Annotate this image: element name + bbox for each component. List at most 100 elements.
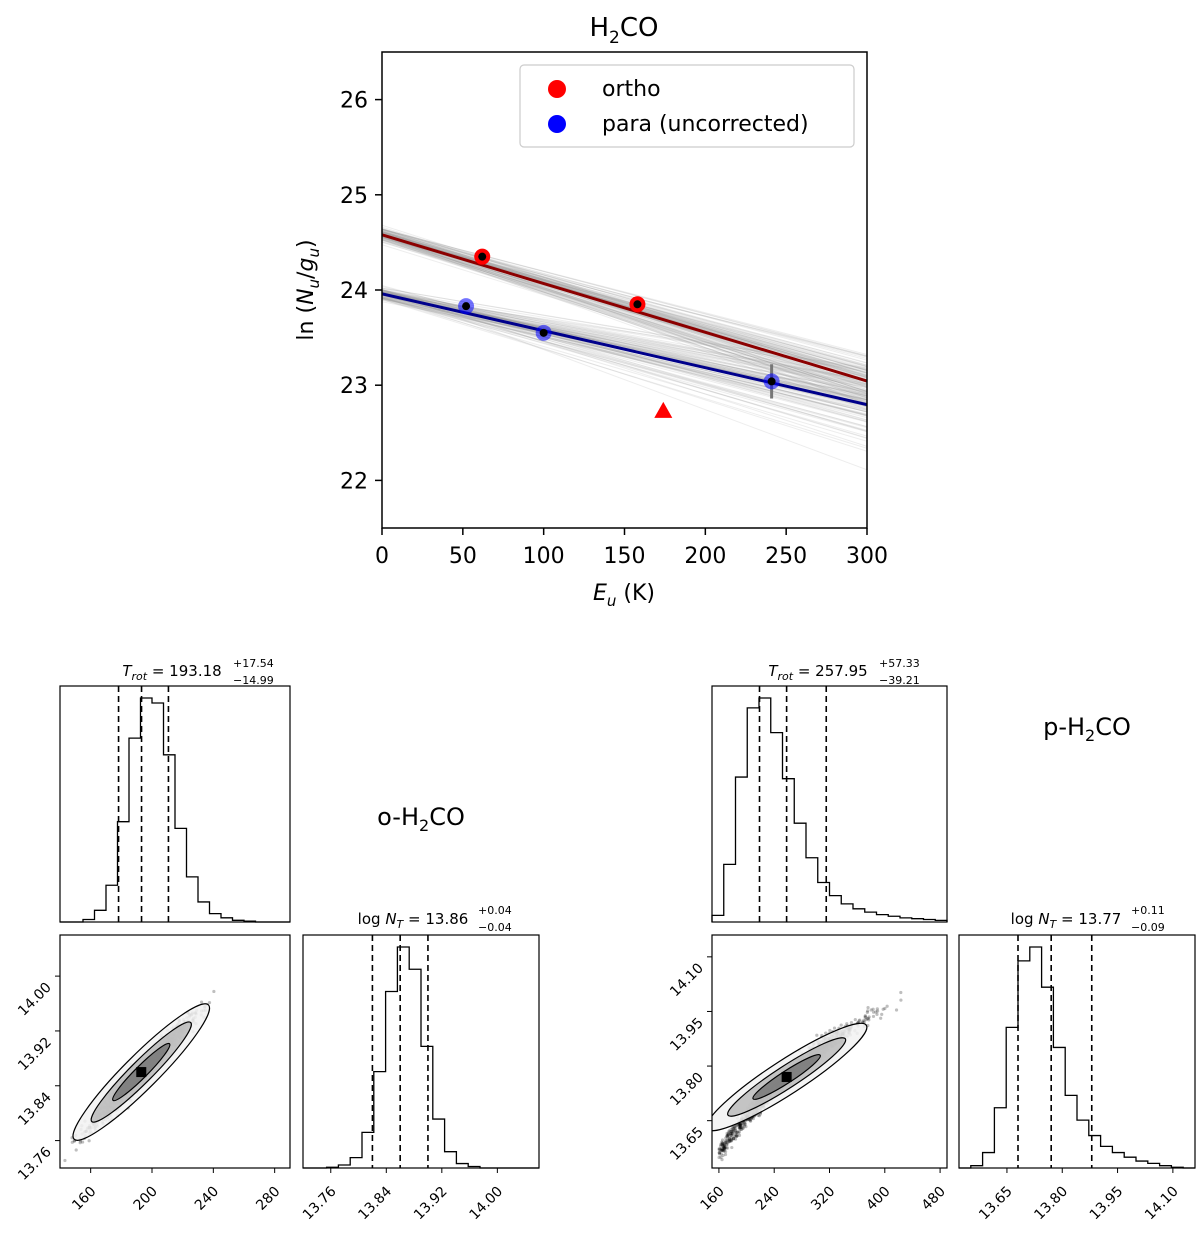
sample-point bbox=[199, 1000, 204, 1004]
sample-point bbox=[719, 1142, 723, 1146]
x-tick-label: 13.92 bbox=[411, 1184, 451, 1224]
mcmc-line bbox=[382, 238, 867, 394]
x-axis-label: Eu (K) bbox=[593, 581, 655, 610]
sample-point bbox=[722, 1149, 726, 1153]
sample-point bbox=[719, 1148, 724, 1152]
sample-point bbox=[727, 1136, 731, 1140]
para-nt-histogram bbox=[959, 935, 1195, 1169]
data-points bbox=[458, 248, 780, 418]
sample-point bbox=[724, 1136, 728, 1140]
sample-point bbox=[721, 1153, 725, 1158]
sample-point bbox=[729, 1139, 733, 1143]
sample-point bbox=[722, 1143, 726, 1148]
mcmc-line bbox=[382, 292, 867, 439]
sample-point bbox=[867, 1018, 871, 1022]
sample-point bbox=[740, 1125, 744, 1129]
sample-point bbox=[737, 1129, 741, 1134]
ortho-trot-title: Trot = 193.18 bbox=[122, 662, 221, 683]
sample-point bbox=[739, 1126, 743, 1130]
sample-point bbox=[738, 1125, 742, 1129]
mcmc-line bbox=[382, 228, 867, 358]
sample-point bbox=[738, 1123, 742, 1127]
sample-point bbox=[741, 1123, 745, 1127]
mcmc-line bbox=[382, 241, 867, 393]
sample-point bbox=[718, 1147, 722, 1151]
sample-point bbox=[722, 1147, 726, 1152]
sample-point bbox=[866, 1009, 870, 1013]
sample-point bbox=[845, 1022, 849, 1026]
mcmc-line bbox=[382, 234, 867, 367]
sample-point bbox=[721, 1145, 726, 1149]
sample-point bbox=[862, 1020, 866, 1024]
sample-point bbox=[743, 1122, 747, 1126]
mcmc-line bbox=[382, 294, 867, 413]
sample-point bbox=[722, 1141, 726, 1145]
mcmc-line bbox=[382, 295, 867, 412]
x-tick-label: 240 bbox=[753, 1184, 783, 1214]
x-tick-label: 13.80 bbox=[1031, 1184, 1071, 1224]
histogram-step bbox=[711, 697, 948, 922]
sample-point bbox=[731, 1136, 736, 1141]
sample-point bbox=[74, 1148, 78, 1152]
sample-point bbox=[729, 1136, 733, 1140]
sample-point bbox=[731, 1137, 736, 1141]
ortho-nt-lower: −0.04 bbox=[478, 921, 512, 934]
mcmc-line bbox=[382, 291, 867, 422]
sample-point bbox=[749, 1119, 753, 1123]
data-point-center bbox=[462, 302, 471, 311]
x-tick-label: 160 bbox=[69, 1184, 99, 1214]
sample-point bbox=[733, 1134, 737, 1138]
sample-point bbox=[815, 1033, 819, 1037]
sample-point bbox=[727, 1140, 731, 1144]
mcmc-line bbox=[382, 297, 867, 395]
legend-marker-ortho bbox=[548, 80, 566, 98]
sample-point bbox=[737, 1133, 742, 1137]
sample-point bbox=[743, 1121, 747, 1125]
sample-point bbox=[734, 1129, 738, 1133]
x-tick-label: 320 bbox=[808, 1184, 838, 1214]
mcmc-line bbox=[382, 298, 867, 433]
fit-line bbox=[382, 233, 867, 383]
mcmc-line bbox=[382, 237, 867, 391]
histogram-step bbox=[303, 946, 539, 1169]
para-trot-histogram bbox=[711, 686, 948, 922]
sample-point bbox=[724, 1142, 729, 1146]
mcmc-line bbox=[382, 240, 867, 388]
x-tick-label: 0 bbox=[375, 544, 389, 569]
x-tick-label: 100 bbox=[523, 544, 565, 569]
x-tick-label: 300 bbox=[846, 544, 888, 569]
mcmc-line bbox=[382, 297, 867, 407]
sample-point bbox=[729, 1132, 733, 1136]
sample-point bbox=[730, 1128, 735, 1132]
sample-point bbox=[726, 1132, 730, 1136]
mcmc-line bbox=[382, 234, 867, 393]
sample-point bbox=[736, 1123, 740, 1127]
sample-point bbox=[824, 1031, 828, 1035]
mcmc-line bbox=[382, 228, 867, 357]
sample-point bbox=[724, 1140, 728, 1145]
mcmc-line bbox=[382, 227, 867, 377]
sample-point bbox=[720, 1148, 724, 1153]
sample-point bbox=[721, 1141, 725, 1145]
sample-point bbox=[741, 1126, 745, 1131]
mcmc-line bbox=[382, 228, 867, 368]
mcmc-line bbox=[382, 294, 867, 419]
sample-point bbox=[869, 1008, 873, 1012]
sample-point bbox=[722, 1146, 726, 1150]
para-trot-upper: +57.33 bbox=[879, 657, 920, 670]
sample-point bbox=[733, 1127, 738, 1131]
x-tick-label: 13.76 bbox=[300, 1183, 340, 1223]
sample-point bbox=[865, 1010, 869, 1014]
ortho-nt-upper: +0.04 bbox=[478, 904, 512, 917]
sample-point bbox=[735, 1133, 739, 1137]
sample-point bbox=[875, 1012, 879, 1016]
sample-point bbox=[718, 1144, 723, 1148]
mcmc-line bbox=[382, 294, 867, 423]
para-nt-lower: −0.09 bbox=[1131, 921, 1165, 934]
sample-point bbox=[738, 1125, 743, 1129]
x-tick-label: 250 bbox=[765, 544, 807, 569]
mcmc-line bbox=[382, 292, 867, 432]
sample-point bbox=[729, 1129, 733, 1134]
x-axis-ticks: 0 50 100 150 200 250 300 bbox=[375, 528, 888, 569]
mcmc-line bbox=[382, 297, 867, 427]
